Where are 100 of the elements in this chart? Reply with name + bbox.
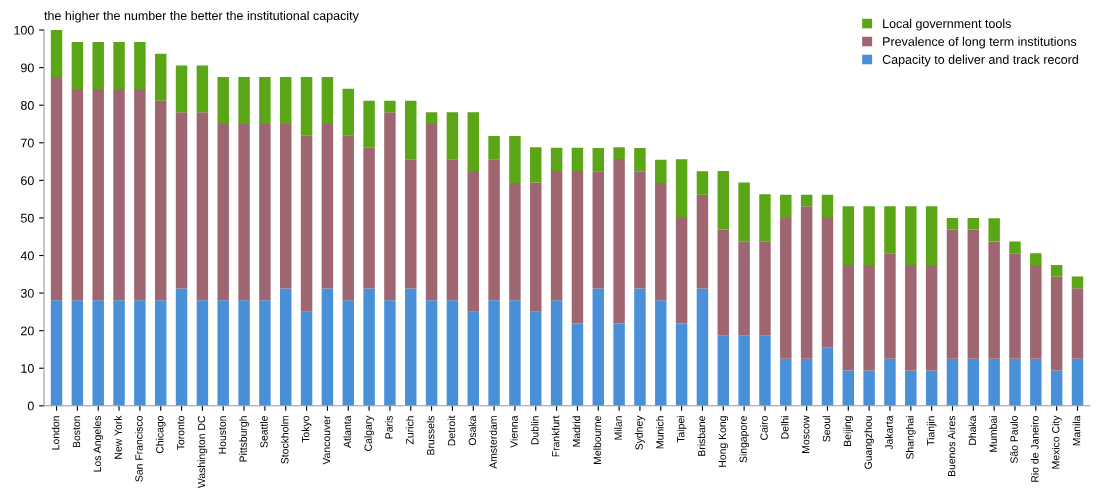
bar [696, 288, 709, 406]
bar [509, 136, 521, 183]
bar [425, 124, 438, 301]
bar [655, 159, 667, 183]
x-tick-label: Atlanta [343, 415, 352, 448]
y-tick-label: 40 [20, 251, 34, 261]
bar [259, 300, 271, 406]
bar [113, 300, 125, 406]
bar [884, 358, 896, 406]
bar [905, 206, 917, 265]
bar [71, 89, 84, 301]
bar [217, 300, 229, 406]
legend-label: Prevalence of long term institutions [883, 36, 1077, 49]
bar [1009, 358, 1021, 406]
bar [488, 136, 500, 160]
bar [134, 300, 146, 406]
bar [238, 124, 250, 301]
bar [592, 171, 604, 289]
bar [509, 182, 521, 301]
bar [530, 311, 542, 406]
bar [800, 358, 813, 406]
bar [946, 229, 959, 359]
x-tick-label: Sydney [635, 415, 645, 450]
bar [342, 88, 354, 136]
bar [405, 100, 417, 160]
x-tick-label: Paris [385, 415, 393, 439]
bar [280, 77, 292, 124]
bar [634, 288, 646, 406]
bar [300, 311, 313, 406]
bar [738, 241, 750, 336]
bar [446, 112, 459, 160]
bar [384, 100, 396, 113]
bar [217, 77, 229, 124]
bar [71, 300, 84, 406]
bar [154, 300, 167, 406]
bar [675, 217, 688, 324]
bar [550, 147, 563, 171]
bar [321, 288, 334, 406]
bar [800, 194, 813, 207]
bar [217, 124, 229, 301]
bar [405, 288, 417, 406]
bar [321, 77, 334, 124]
bar [92, 300, 104, 406]
bar [905, 264, 917, 371]
bar [571, 323, 584, 406]
bar [384, 112, 396, 301]
bar [1071, 358, 1084, 406]
x-tick-label: Mexico City [1051, 415, 1062, 469]
bar [488, 159, 500, 301]
x-tick-label: Buenos Aires [947, 415, 956, 477]
x-tick-label: São Paulo [1010, 415, 1018, 464]
x-tick-label: Beijing [843, 416, 854, 446]
x-tick-label: Tokyo [301, 415, 312, 443]
bar [446, 159, 459, 301]
bar [259, 77, 271, 124]
x-tick-label: Brussels [426, 415, 435, 455]
bar [488, 300, 500, 406]
bar [1030, 358, 1042, 406]
bar [154, 100, 167, 301]
x-tick-label: Vancouver [322, 415, 331, 465]
x-tick-label: Pittsburgh [239, 416, 249, 462]
bar [134, 42, 146, 90]
bar [1030, 264, 1042, 359]
y-tick-label: 50 [20, 213, 34, 223]
bar [780, 358, 792, 406]
x-tick-label: Singapore [739, 415, 749, 463]
bar [842, 264, 855, 371]
bar [884, 206, 896, 254]
x-tick-label: Los Angeles [93, 415, 104, 472]
bar [717, 229, 730, 336]
x-tick-label: Madrid [572, 416, 581, 447]
bar [759, 194, 771, 242]
bar [759, 241, 771, 336]
bar [50, 300, 63, 406]
bar [363, 100, 375, 148]
bar [946, 217, 959, 230]
bar [175, 65, 188, 113]
bar [780, 217, 792, 359]
x-tick-label: Rio de Janeiro [1030, 415, 1039, 482]
x-tick-label: Moscow [802, 415, 810, 453]
bar [863, 370, 875, 406]
x-tick-label: Guangzhou [864, 416, 874, 469]
bar [925, 264, 938, 371]
bar [821, 194, 834, 218]
bar [154, 53, 167, 101]
bar [467, 311, 479, 406]
bar [821, 347, 834, 406]
y-tick-label: 60 [21, 176, 34, 186]
bar [613, 158, 625, 324]
bar [509, 300, 521, 406]
x-tick-label: New York [114, 415, 122, 459]
bar [405, 159, 417, 289]
x-tick-label: Taipei [676, 416, 687, 443]
x-tick-label: Seattle [260, 415, 268, 448]
bar [1071, 276, 1084, 289]
bar [925, 370, 938, 406]
bar [196, 65, 209, 113]
y-tick-label: 70 [21, 138, 34, 148]
bar [113, 42, 125, 90]
bar [613, 147, 625, 159]
